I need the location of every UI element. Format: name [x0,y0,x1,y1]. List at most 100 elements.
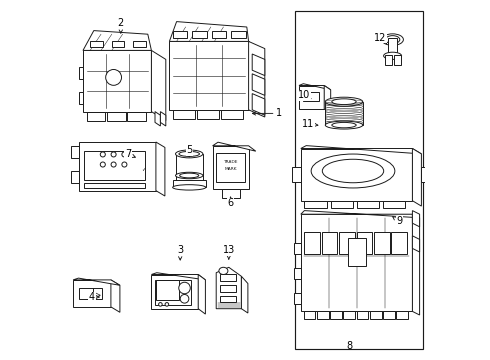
Text: 5: 5 [186,145,192,157]
Text: 9: 9 [392,216,402,226]
Bar [107,112,125,121]
Bar [304,311,316,319]
Bar [330,311,342,319]
Bar [294,11,423,349]
Circle shape [100,152,105,157]
Bar [317,311,329,319]
Bar [374,232,390,254]
Polygon shape [324,85,331,113]
Polygon shape [216,267,242,309]
Ellipse shape [172,185,206,190]
Bar [330,201,353,208]
Bar [193,31,207,38]
Bar [231,31,245,38]
Bar [221,110,243,119]
Polygon shape [213,142,256,151]
Polygon shape [301,211,419,218]
Circle shape [159,302,162,306]
Polygon shape [294,293,301,304]
Circle shape [180,294,189,303]
Polygon shape [252,94,265,115]
Bar [220,274,236,281]
Bar [173,31,187,38]
Bar [299,85,324,109]
Text: 13: 13 [222,245,235,259]
Polygon shape [294,268,301,279]
Polygon shape [83,31,151,50]
Bar [383,201,405,208]
Bar [112,41,124,47]
Bar [155,280,191,305]
Bar [388,38,397,56]
Ellipse shape [175,150,203,158]
Polygon shape [156,142,165,196]
Ellipse shape [322,159,384,183]
Polygon shape [252,54,265,76]
Circle shape [106,69,122,85]
Polygon shape [248,41,265,117]
Bar [78,288,102,299]
Ellipse shape [386,36,400,44]
Polygon shape [72,145,78,158]
Circle shape [111,152,116,157]
Polygon shape [294,243,301,254]
Bar [304,201,327,208]
Circle shape [111,162,116,167]
Bar [156,280,179,300]
Text: 4: 4 [89,292,99,302]
Bar [301,148,413,201]
Polygon shape [413,211,419,227]
Text: 7: 7 [125,149,135,159]
Ellipse shape [325,97,363,106]
Bar [347,238,366,266]
Bar [343,311,355,319]
Text: TRADE: TRADE [223,160,238,164]
Polygon shape [79,92,83,104]
Bar [151,274,198,309]
Bar [133,41,146,47]
Bar [292,167,301,182]
Bar [386,55,392,65]
Bar [383,311,395,319]
Bar [396,311,408,319]
Ellipse shape [325,121,363,129]
Polygon shape [198,274,205,314]
Bar [173,110,195,119]
Text: ✓: ✓ [141,167,146,172]
Bar [83,50,151,112]
Text: 2: 2 [118,18,124,33]
Polygon shape [299,84,331,90]
Polygon shape [242,276,248,313]
Ellipse shape [219,267,228,274]
Text: 8: 8 [346,341,352,351]
Bar [357,311,368,319]
Bar [84,183,145,188]
Bar [216,153,245,182]
Ellipse shape [179,151,199,156]
Bar [394,55,400,65]
Polygon shape [170,22,248,41]
Circle shape [179,282,190,294]
Text: 10: 10 [298,90,311,100]
Bar [339,232,355,254]
Ellipse shape [332,99,356,104]
Bar [78,142,156,190]
Bar [301,214,413,311]
Polygon shape [79,67,83,79]
Circle shape [122,152,127,157]
Bar [421,167,429,182]
Polygon shape [155,112,160,126]
Polygon shape [413,214,419,315]
Ellipse shape [332,122,356,128]
Bar [197,110,219,119]
Polygon shape [413,236,419,252]
Bar [304,232,320,254]
Bar [220,285,236,292]
Bar [322,232,338,254]
Text: 6: 6 [227,197,234,208]
Polygon shape [73,278,120,285]
Bar [370,311,382,319]
Ellipse shape [175,172,203,179]
Polygon shape [301,145,421,154]
Bar [170,41,248,110]
